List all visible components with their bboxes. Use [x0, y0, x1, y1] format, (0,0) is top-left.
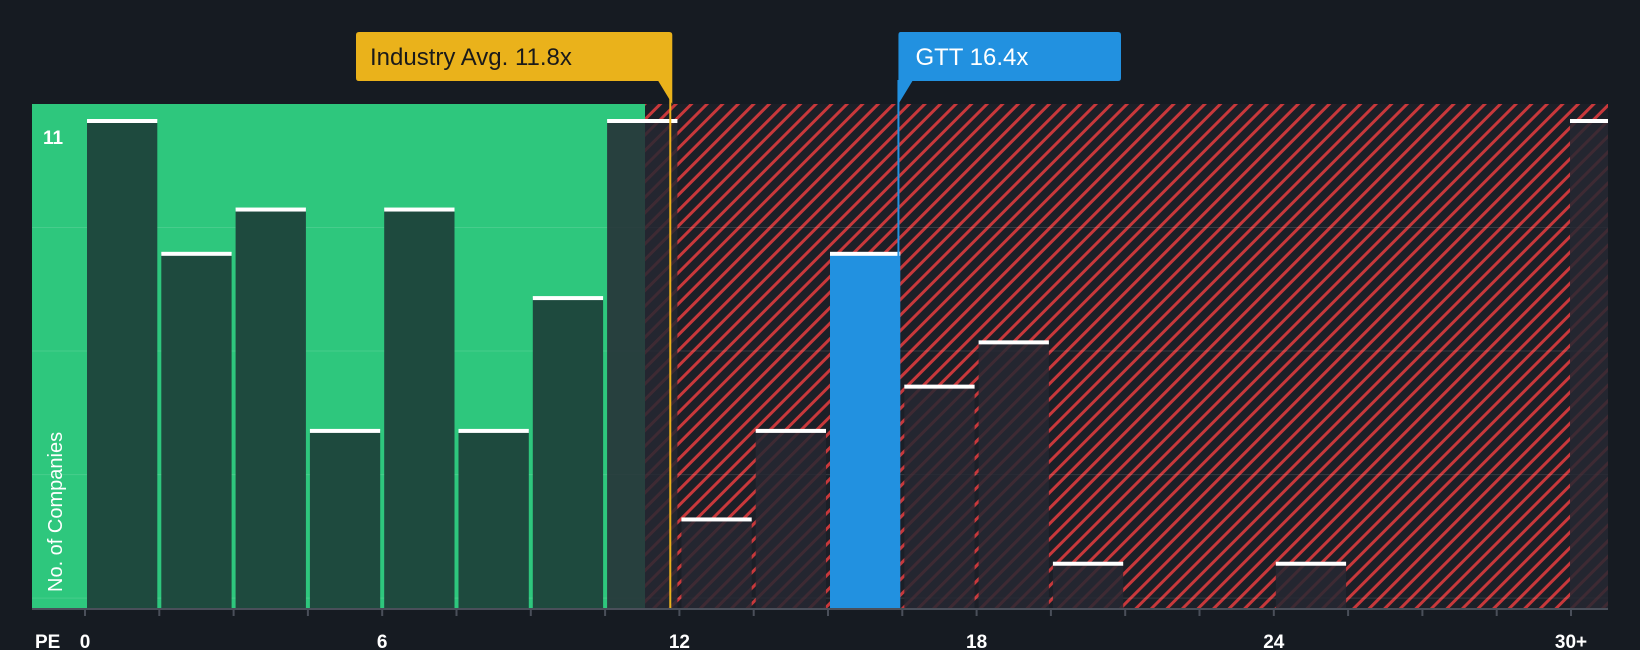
bar: [235, 207, 306, 608]
x-tick-label: 18: [966, 632, 987, 650]
bar-cap: [681, 517, 752, 522]
bar-cap: [532, 296, 604, 301]
x-tick-label: 0: [80, 632, 91, 650]
bar: [1570, 119, 1608, 608]
x-tick-label: 30+: [1555, 632, 1587, 650]
bar-body: [458, 430, 529, 608]
x-tick-label: 6: [377, 632, 388, 650]
industry-avg-callout: [356, 32, 673, 104]
bar-cap: [904, 384, 975, 389]
bar-cap: [161, 251, 232, 256]
y-max-label: 11: [43, 128, 64, 149]
bar-body: [384, 209, 455, 608]
industry-avg-label: Industry Avg. 11.8x: [370, 44, 572, 71]
bar-body: [1275, 563, 1347, 608]
company-label: GTT 16.4x: [915, 44, 1028, 71]
bar-cap: [830, 251, 901, 256]
bar-body: [1052, 563, 1124, 608]
bar: [161, 251, 232, 608]
bar-body: [904, 386, 975, 608]
bar: [607, 119, 678, 608]
bar-cap: [1052, 561, 1124, 566]
company-callout: [898, 32, 1121, 104]
bar-body: [235, 209, 306, 608]
x-ticks-group: 0 6 12 18 24 30+: [80, 608, 1587, 650]
bar-body: [309, 430, 381, 608]
bar: [532, 296, 604, 608]
x-tick-label: 12: [669, 632, 690, 650]
bar-cap: [309, 428, 381, 433]
bar: [458, 428, 529, 608]
bar-cap: [607, 119, 678, 123]
bar-cap: [755, 428, 826, 433]
bar: [978, 340, 1049, 608]
bar-body: [1570, 121, 1608, 608]
bar-cap: [235, 207, 306, 212]
bars-group: [87, 119, 1608, 608]
bar: [904, 384, 975, 608]
bar: [681, 517, 752, 608]
bar-body: [755, 430, 826, 608]
y-axis-label: No. of Companies: [45, 432, 67, 592]
bar-body: [607, 121, 678, 608]
bar-cap: [1570, 119, 1608, 123]
bar-body: [87, 121, 158, 608]
bar-body: [978, 342, 1049, 608]
bar-cap: [87, 119, 158, 123]
bar-cap: [1275, 561, 1347, 566]
bar: [755, 428, 826, 608]
bar-body: [161, 253, 232, 608]
bar: [830, 251, 901, 608]
bar: [309, 428, 381, 608]
bar: [384, 207, 455, 608]
x-axis-label: PE: [35, 632, 60, 650]
bar-cap: [978, 340, 1049, 345]
bar-cap: [458, 428, 529, 433]
bar: [1052, 561, 1124, 608]
bar: [87, 119, 158, 608]
bar: [1275, 561, 1347, 608]
bar-body: [532, 298, 604, 608]
bar-body: [681, 519, 752, 608]
bar-body: [830, 253, 901, 608]
x-tick-label: 24: [1263, 632, 1285, 650]
bar-cap: [384, 207, 455, 212]
